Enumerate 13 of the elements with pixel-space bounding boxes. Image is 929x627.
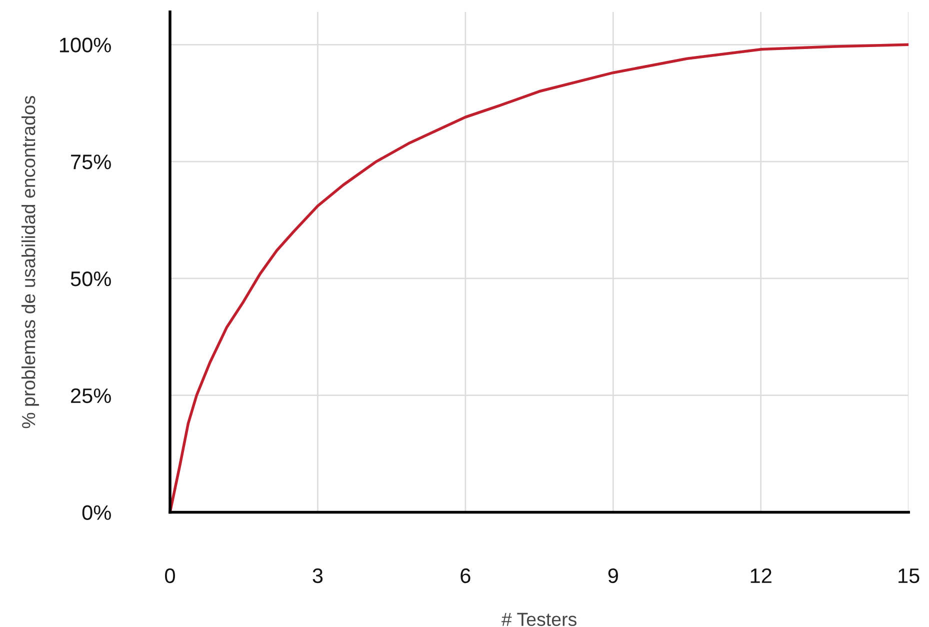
x-axis-title: # Testers	[502, 612, 576, 626]
x-tick-label: 3	[312, 568, 323, 584]
y-tick-label: 100%	[60, 38, 111, 52]
x-tick-label: 6	[460, 568, 470, 584]
x-tick-label: 0	[165, 568, 175, 584]
y-axis-title: % problemas de usabilidad encontrados	[21, 96, 39, 428]
x-tick-label: 15	[898, 568, 920, 584]
x-tick-label: 9	[608, 568, 618, 584]
y-tick-label: 50%	[70, 271, 111, 286]
y-tick-label: 75%	[71, 154, 111, 170]
x-tick-label: 12	[750, 568, 772, 583]
y-tick-label: 25%	[71, 388, 111, 404]
y-tick-label: 0%	[82, 505, 111, 520]
